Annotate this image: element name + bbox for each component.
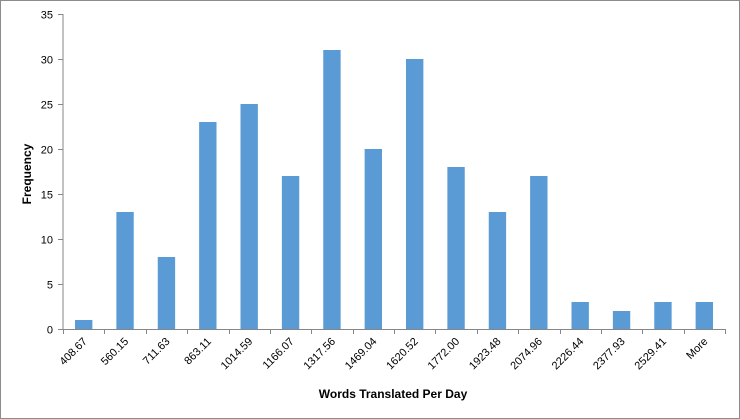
- x-tick-label: 1469.04: [343, 336, 380, 373]
- x-tick-label: 863.11: [182, 336, 214, 368]
- bars: [74, 50, 714, 329]
- bar: [157, 257, 176, 329]
- x-tick-label: More: [684, 336, 710, 362]
- bar: [199, 122, 217, 329]
- bar: [240, 104, 258, 329]
- y-tick-label: 35: [41, 10, 53, 22]
- bar: [571, 302, 589, 329]
- y-axis-title: Frequency: [20, 143, 34, 204]
- bar: [116, 212, 134, 329]
- x-tick-label: 2377.93: [591, 336, 628, 373]
- bar: [323, 50, 341, 329]
- x-tick-label: 2529.41: [632, 336, 669, 373]
- x-tick-label: 1620.52: [384, 336, 421, 373]
- bar: [488, 212, 507, 329]
- bar: [74, 320, 93, 329]
- x-tick-label: 1014.59: [219, 336, 256, 373]
- y-tick-label: 20: [41, 145, 53, 157]
- bar: [654, 302, 672, 329]
- bar: [447, 167, 465, 329]
- bar: [530, 176, 548, 329]
- x-axis-title: Words Translated Per Day: [319, 387, 468, 401]
- x-tick-label: 408.67: [58, 336, 90, 368]
- y-tick-label: 5: [47, 280, 53, 292]
- x-tick-label: 2226.44: [550, 336, 587, 373]
- x-tick-label: 2074.96: [508, 336, 545, 373]
- y-tick-label: 0: [47, 325, 53, 337]
- x-tick-label: 1923.48: [467, 336, 504, 373]
- y-axis: [58, 14, 64, 330]
- x-tick-label: 711.63: [141, 336, 173, 368]
- y-tick-label: 30: [41, 55, 53, 67]
- y-tick-label: 25: [41, 100, 53, 112]
- bar: [364, 149, 383, 329]
- x-tick-label: 1317.56: [301, 336, 338, 373]
- bar: [281, 176, 300, 329]
- bar: [695, 302, 714, 329]
- x-axis: [63, 329, 726, 334]
- x-tick-label: 560.15: [99, 336, 131, 368]
- y-tick-label: 10: [41, 235, 53, 247]
- x-tick-label: 1772.00: [426, 336, 463, 373]
- bar: [612, 311, 631, 329]
- y-tick-labels: 0 5 10 15 20 25 30 35: [41, 10, 53, 337]
- x-tick-labels: 408.67 560.15 711.63 863.11 1014.59 1166.07 13…: [58, 336, 711, 373]
- x-tick-label: 1166.07: [261, 336, 297, 372]
- y-tick-label: 15: [41, 190, 53, 202]
- bar: [405, 59, 424, 329]
